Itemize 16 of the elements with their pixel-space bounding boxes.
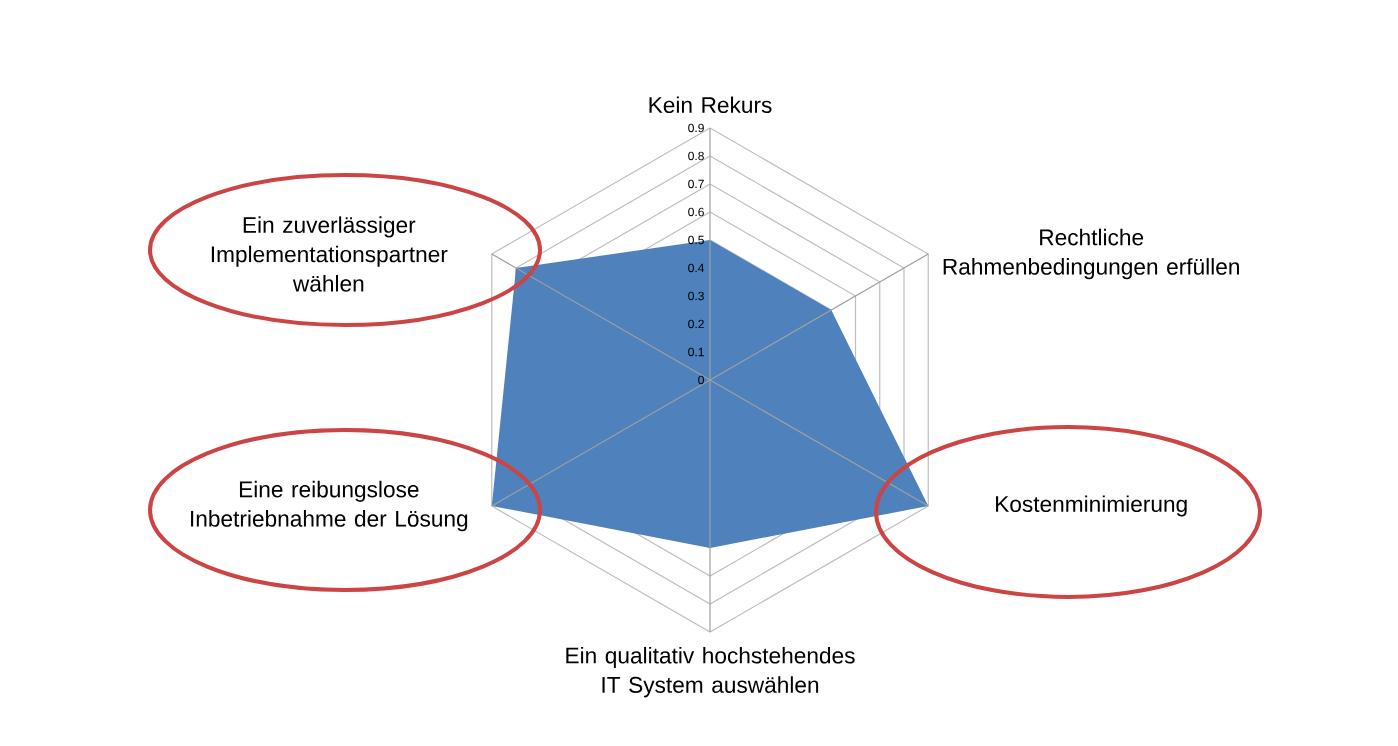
y-tick-label: 0.9 <box>688 123 704 133</box>
spoke-label: Kein Rekurs <box>649 96 772 114</box>
y-tick-label: 0 <box>698 375 704 385</box>
spoke-label: Rechtliche Rahmenbedingungen erfüllen <box>943 228 1239 280</box>
spoke-label: Kostenminimierung <box>996 495 1187 517</box>
y-tick-label: 0.7 <box>688 179 704 189</box>
y-tick-label: 0.1 <box>688 347 704 357</box>
y-tick-label: 0.3 <box>688 291 704 301</box>
spoke-label: Ein qualitativ hochstehendes IT System auswählen <box>566 646 855 698</box>
y-tick-label: 0.6 <box>688 207 704 217</box>
y-tick-label: 0.8 <box>688 151 704 161</box>
y-tick-label: 0.2 <box>688 319 704 329</box>
y-tick-label: 0.4 <box>688 263 705 273</box>
y-tick-label: 0.5 <box>688 235 704 245</box>
spoke-label: Eine reibungslose Inbetriebnahme der Lösung <box>191 480 468 532</box>
spoke-label: Ein zuverlässiger Implementationspartner wählen <box>211 216 448 292</box>
